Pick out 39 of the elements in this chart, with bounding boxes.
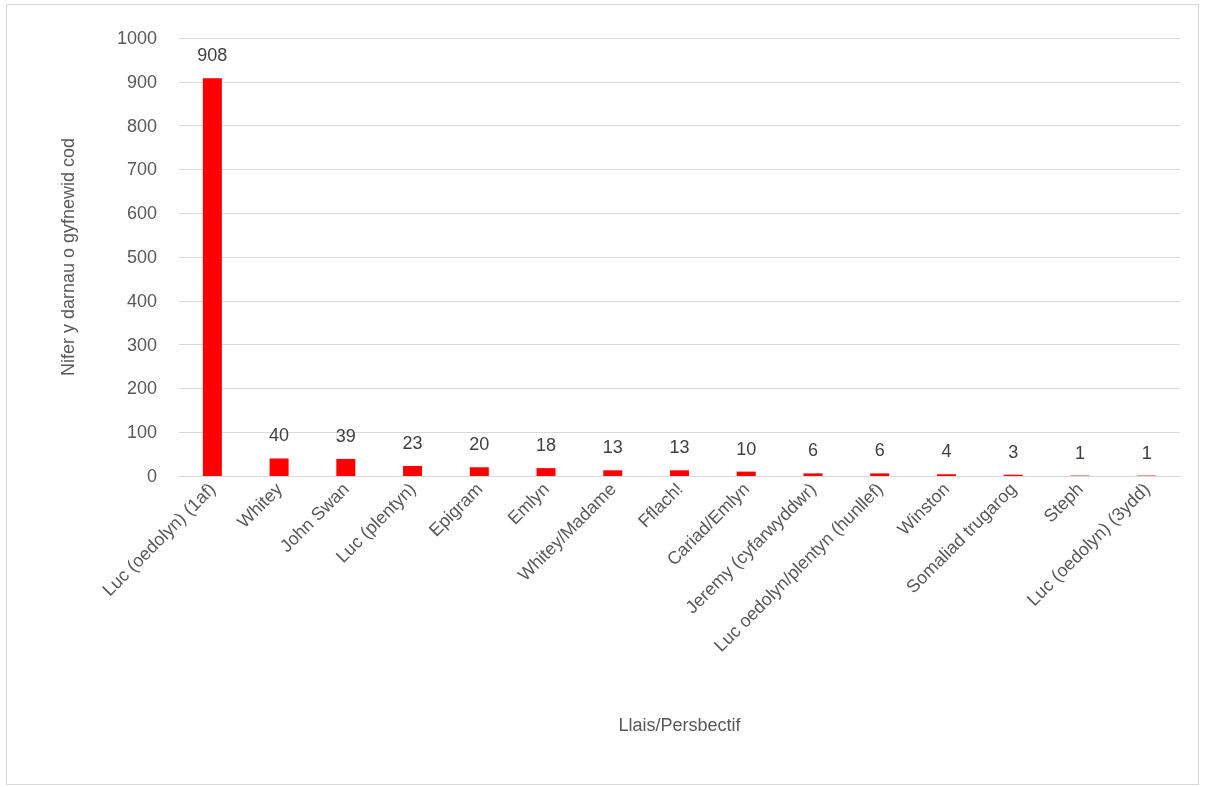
data-label: 13 <box>669 437 690 458</box>
y-tick-label: 300 <box>126 334 157 355</box>
x-axis-title: Llais/Persbectif <box>618 715 742 735</box>
data-label: 908 <box>197 45 228 66</box>
y-tick-label: 1000 <box>116 28 157 48</box>
y-axis-title: Nifer y darnau o gyfnewid cod <box>58 137 78 377</box>
bar <box>670 470 689 476</box>
y-tick-label: 800 <box>126 115 157 136</box>
y-tick-label: 700 <box>126 159 157 180</box>
data-label: 1 <box>1141 442 1152 463</box>
bar <box>336 458 356 476</box>
y-tick-label: 900 <box>126 71 157 92</box>
data-label: 10 <box>736 438 757 459</box>
bar <box>469 467 489 476</box>
data-label: 13 <box>602 437 623 458</box>
bar <box>603 470 623 476</box>
data-label: 3 <box>1008 441 1019 462</box>
bar <box>536 468 556 476</box>
data-label: 6 <box>874 440 885 461</box>
y-tick-label: 100 <box>126 422 157 443</box>
data-label: 6 <box>807 440 818 461</box>
y-tick-label: 200 <box>126 378 157 399</box>
bar <box>736 471 756 476</box>
data-label: 1 <box>1074 442 1085 463</box>
y-tick-label: 0 <box>146 466 157 486</box>
bar <box>202 78 222 476</box>
y-tick-label: 400 <box>126 290 157 311</box>
data-label: 39 <box>335 425 356 446</box>
bar <box>269 458 289 476</box>
y-tick-label: 500 <box>126 247 157 267</box>
data-label: 4 <box>941 441 952 462</box>
data-label: 23 <box>402 432 423 453</box>
data-label: 40 <box>269 425 290 446</box>
bar <box>870 473 890 476</box>
bar <box>803 473 823 476</box>
data-label: 20 <box>469 434 490 455</box>
data-label: 18 <box>536 435 557 456</box>
bar <box>403 465 423 476</box>
y-tick-label: 600 <box>126 203 157 224</box>
